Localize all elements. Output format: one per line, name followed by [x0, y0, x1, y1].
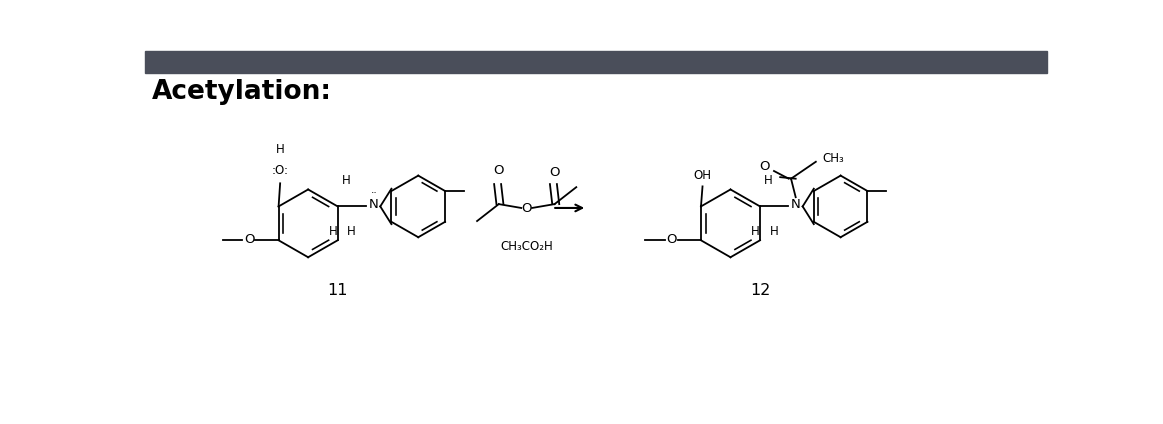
Text: N: N: [369, 198, 378, 211]
Text: 11: 11: [327, 283, 348, 298]
Text: ··: ··: [371, 188, 378, 198]
Bar: [145, 51, 1047, 73]
Text: 12: 12: [750, 283, 770, 298]
Text: H: H: [348, 225, 356, 238]
Text: OH: OH: [693, 169, 712, 182]
Text: :O:: :O:: [272, 164, 288, 177]
Text: CH₃CO₂H: CH₃CO₂H: [500, 240, 554, 253]
Text: O: O: [521, 202, 531, 215]
Text: N: N: [791, 198, 800, 211]
Text: H: H: [770, 225, 778, 238]
Text: O: O: [493, 164, 504, 177]
Text: H: H: [329, 225, 337, 238]
Text: H: H: [764, 174, 772, 187]
Text: O: O: [549, 166, 559, 179]
Text: H: H: [751, 225, 759, 238]
Text: O: O: [244, 233, 255, 246]
Text: H: H: [342, 174, 350, 187]
Text: O: O: [759, 160, 770, 173]
Text: Acetylation:: Acetylation:: [151, 79, 331, 105]
Text: H: H: [276, 142, 285, 156]
Text: CH₃: CH₃: [822, 152, 844, 165]
Text: O: O: [666, 233, 677, 246]
